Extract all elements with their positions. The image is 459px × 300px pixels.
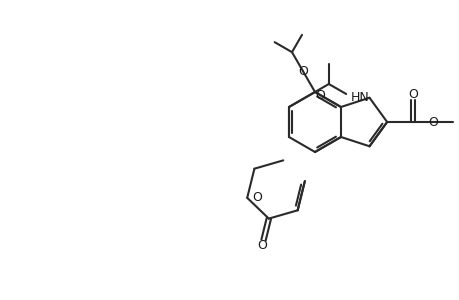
Text: O: O: [427, 116, 437, 128]
Text: O: O: [407, 88, 417, 101]
Text: O: O: [252, 191, 262, 204]
Text: O: O: [314, 88, 324, 101]
Text: O: O: [297, 65, 307, 78]
Text: O: O: [257, 239, 267, 252]
Text: HN: HN: [350, 91, 369, 104]
